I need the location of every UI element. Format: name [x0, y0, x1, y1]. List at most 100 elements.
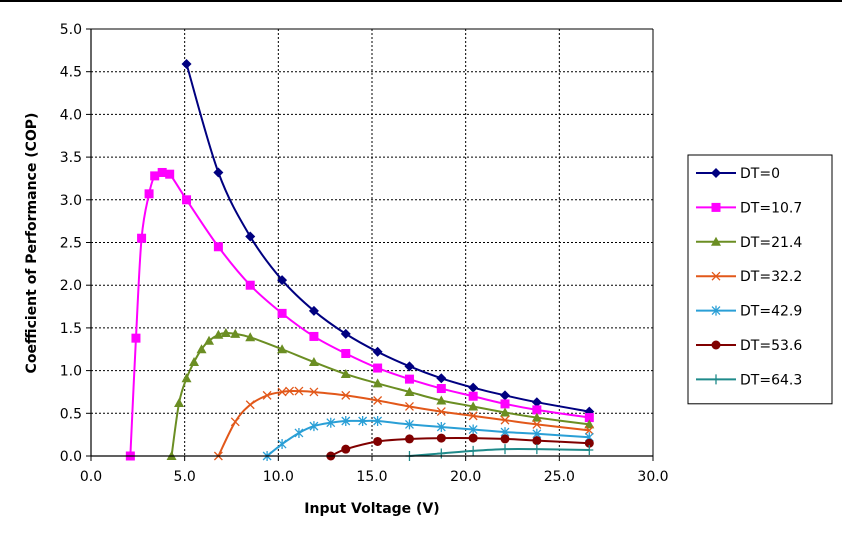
legend-label: DT=10.7 — [740, 200, 802, 216]
y-tick-label: 2.0 — [60, 278, 82, 294]
legend-entry-1: DT=0 — [696, 166, 780, 182]
data-point — [308, 305, 319, 316]
legend-label: DT=0 — [740, 166, 780, 182]
data-point — [372, 378, 383, 388]
data-point — [405, 402, 414, 411]
data-point — [584, 419, 595, 429]
data-point — [584, 438, 594, 448]
legend-marker — [712, 374, 720, 385]
data-point — [468, 382, 479, 393]
data-point — [468, 401, 479, 411]
data-point — [532, 405, 542, 415]
data-point — [294, 386, 304, 396]
data-point — [277, 308, 287, 318]
legend-marker — [711, 168, 721, 178]
legend-marker — [711, 305, 721, 316]
data-point — [245, 280, 255, 290]
data-point — [531, 412, 542, 422]
data-point — [372, 346, 383, 357]
data-point — [373, 363, 383, 373]
plot-area: 0.0 0.5 1.0 1.5 2.0 2.5 3.0 3.5 4.0 4.5 5.0 0.0 5.0 1… — [60, 22, 669, 485]
data-point — [373, 396, 383, 405]
legend-marker — [711, 236, 721, 246]
legend-box — [687, 154, 833, 405]
data-point — [436, 373, 447, 384]
legend-marker — [711, 202, 721, 212]
legend-entry-4: DT=32.2 — [696, 269, 802, 285]
x-tick-label: 0.0 — [80, 469, 102, 485]
data-point — [230, 328, 241, 338]
data-point — [309, 387, 319, 397]
data-point — [204, 335, 215, 345]
y-tick-label: 0.0 — [60, 449, 82, 465]
data-point — [340, 328, 351, 339]
data-point — [436, 384, 446, 394]
data-point — [468, 391, 478, 401]
data-point — [137, 233, 147, 243]
data-point — [404, 374, 414, 384]
data-point — [500, 390, 511, 401]
y-tick-label: 3.0 — [60, 193, 82, 209]
legend-label: DT=64.3 — [740, 372, 802, 388]
series-line — [217, 389, 590, 457]
series-4 — [213, 386, 594, 461]
y-tick-label: 5.0 — [60, 22, 82, 38]
data-point — [181, 59, 192, 70]
legend-label: DT=21.4 — [740, 235, 802, 251]
legend-marker — [711, 271, 721, 281]
x-tick-label: 30.0 — [637, 469, 668, 485]
data-point — [181, 373, 192, 383]
data-point — [277, 387, 287, 397]
legend-entry-5: DT=42.9 — [696, 304, 802, 320]
data-point — [341, 349, 351, 359]
data-point — [468, 424, 478, 435]
data-point — [294, 427, 304, 438]
data-point — [501, 444, 510, 455]
data-point — [245, 332, 256, 342]
data-point — [277, 275, 288, 286]
data-point — [531, 397, 542, 408]
x-tick-label: 10.0 — [263, 469, 294, 485]
x-axis-label: Input Voltage (V) — [304, 501, 439, 517]
legend: DT=0 DT=10.7 DT=21.4 DT=32.2 DT=42.9 DT=53.6 D… — [687, 154, 833, 405]
data-point — [308, 357, 319, 367]
data-point — [277, 344, 288, 354]
legend-label: DT=53.6 — [740, 338, 802, 354]
data-point — [213, 167, 224, 178]
data-point — [341, 444, 351, 454]
data-point — [437, 448, 446, 459]
data-point — [245, 400, 255, 410]
data-point — [584, 425, 594, 435]
data-point — [230, 417, 240, 427]
data-point — [585, 445, 594, 456]
data-point — [500, 434, 510, 444]
series-3 — [166, 328, 595, 460]
data-point — [532, 436, 542, 446]
data-point — [436, 407, 446, 417]
y-tick-label: 1.5 — [60, 321, 82, 337]
legend-label: DT=42.9 — [740, 304, 802, 320]
data-point — [500, 407, 511, 417]
data-point — [469, 445, 478, 456]
data-point — [500, 399, 510, 409]
data-point — [309, 421, 319, 432]
data-point — [196, 344, 207, 354]
data-point — [220, 328, 231, 338]
legend-entry-7: DT=64.3 — [696, 372, 802, 388]
legend-entry-2: DT=10.7 — [696, 200, 802, 216]
data-point — [436, 395, 447, 405]
x-tick-label: 5.0 — [174, 469, 196, 485]
series-5 — [262, 415, 594, 461]
y-tick-label: 2.5 — [60, 236, 82, 252]
data-point — [309, 331, 319, 341]
data-point — [150, 171, 160, 181]
x-tick-label: 20.0 — [450, 469, 481, 485]
data-point — [213, 329, 224, 339]
series-2 — [125, 167, 594, 461]
y-tick-label: 4.0 — [60, 107, 82, 123]
data-point — [404, 361, 415, 372]
data-point — [340, 369, 351, 379]
data-point — [245, 231, 256, 242]
data-point — [436, 421, 446, 432]
